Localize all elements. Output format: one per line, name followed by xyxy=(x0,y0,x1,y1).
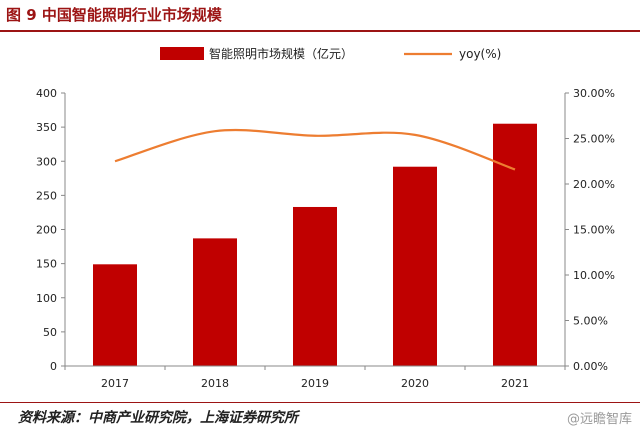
source-note: 资料来源：中商产业研究院，上海证券研究所 xyxy=(18,410,298,426)
bar-2020 xyxy=(393,166,437,366)
bar-2017 xyxy=(93,264,137,366)
right-tick-label: 30.00% xyxy=(573,87,615,100)
left-tick-label: 150 xyxy=(36,258,57,271)
bar-2018 xyxy=(193,238,237,366)
left-tick-label: 50 xyxy=(43,326,57,339)
legend-bar-swatch xyxy=(160,47,204,60)
x-tick-label: 2020 xyxy=(401,377,429,390)
yoy-line xyxy=(114,128,516,171)
right-tick-label: 15.00% xyxy=(573,224,615,237)
source-rule xyxy=(0,402,640,403)
right-tick-label: 10.00% xyxy=(573,269,615,282)
axes xyxy=(64,93,566,367)
right-tick-label: 20.00% xyxy=(573,178,615,191)
x-tick-label: 2018 xyxy=(201,377,229,390)
right-axis-ticks: 0.00% 5.00% 10.00% 15.00% 20.00% 25.00% 30.00% xyxy=(565,87,615,373)
bars xyxy=(93,123,537,367)
left-tick-label: 200 xyxy=(36,224,57,237)
left-tick-label: 400 xyxy=(36,87,57,100)
left-tick-label: 100 xyxy=(36,292,57,305)
left-tick-label: 350 xyxy=(36,121,57,134)
right-tick-label: 25.00% xyxy=(573,133,615,146)
legend: 智能照明市场规模（亿元） yoy(%) xyxy=(160,46,501,61)
title-rule xyxy=(0,30,640,32)
bar-2019 xyxy=(293,206,337,366)
legend-line-label: yoy(%) xyxy=(459,47,501,61)
figure-title: 图 9 中国智能照明行业市场规模 xyxy=(6,6,222,24)
left-tick-label: 250 xyxy=(36,189,57,202)
left-tick-label: 300 xyxy=(36,155,57,168)
x-tick-label: 2021 xyxy=(501,377,529,390)
x-tick-label: 2019 xyxy=(301,377,329,390)
right-tick-label: 0.00% xyxy=(573,360,608,373)
legend-bar-label: 智能照明市场规模（亿元） xyxy=(209,46,353,61)
x-axis-ticks: 2017 2018 2019 2020 2021 xyxy=(64,366,566,390)
chart: 0 50 100 150 200 250 300 350 400 0.00% 5.00% 10.00… xyxy=(36,46,615,390)
watermark: @远瞻智库 xyxy=(566,412,632,427)
line-layer xyxy=(114,128,516,171)
bar-2021 xyxy=(493,123,537,367)
left-axis-ticks: 0 50 100 150 200 250 300 350 400 xyxy=(36,87,65,373)
right-tick-label: 5.00% xyxy=(573,315,608,328)
x-tick-label: 2017 xyxy=(101,377,129,390)
left-tick-label: 0 xyxy=(50,360,57,373)
